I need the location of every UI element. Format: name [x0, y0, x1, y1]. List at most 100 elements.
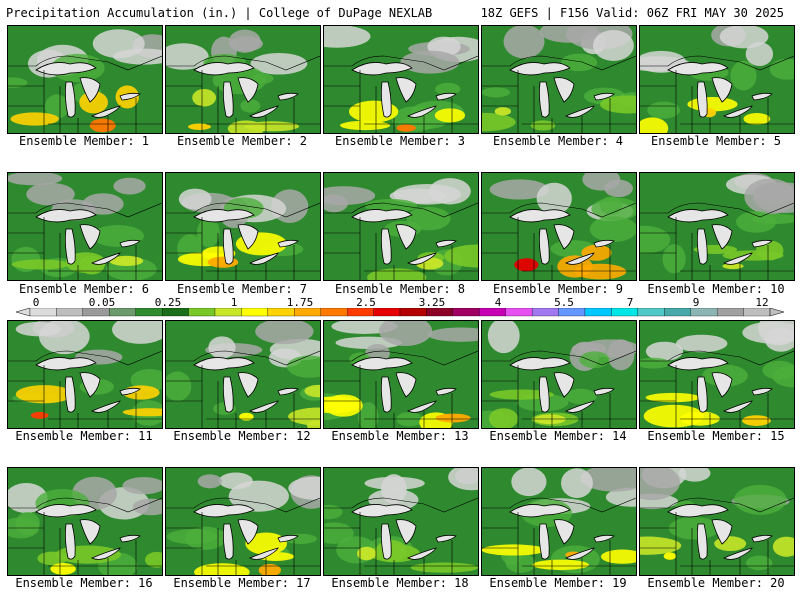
dry-area	[112, 48, 162, 65]
lake-michigan	[696, 376, 708, 413]
dry-area	[229, 36, 263, 52]
state-borders	[675, 70, 794, 133]
lake-huron	[79, 519, 101, 545]
dry-area	[580, 468, 636, 492]
ensemble-member-label: Ensemble Member: 17	[173, 576, 311, 590]
max-precip-core	[30, 411, 49, 419]
precip-map	[8, 26, 162, 133]
heavy-precip-area	[144, 551, 162, 568]
moderate-precip-area	[640, 225, 671, 254]
moderate-precip-area	[579, 351, 610, 369]
lake-erie	[249, 400, 279, 413]
moderate-precip-area	[647, 101, 680, 119]
national-border	[166, 497, 320, 513]
dry-area	[448, 468, 478, 491]
state-borders-west	[8, 232, 44, 254]
dry-area	[582, 173, 621, 191]
state-borders-west	[640, 527, 676, 549]
header: Precipitation Accumulation (in.) | Colle…	[0, 0, 800, 22]
precip-map	[166, 468, 320, 575]
precip-map	[640, 173, 794, 280]
dry-area	[8, 173, 63, 186]
lake-michigan	[64, 81, 76, 118]
dry-area	[678, 468, 711, 482]
lake-superior	[35, 504, 97, 518]
heavy-precip-area	[640, 536, 682, 555]
ensemble-map-panel	[481, 320, 637, 429]
legend-swatch	[56, 308, 84, 317]
moderate-precip-area	[762, 360, 794, 380]
lake-michigan	[538, 376, 550, 413]
lake-erie	[91, 252, 121, 265]
dry-area	[593, 30, 634, 61]
dry-area	[745, 42, 774, 66]
state-borders	[675, 217, 794, 280]
heavy-precip-area	[11, 259, 70, 270]
lake-ontario	[593, 239, 615, 248]
lake-erie	[407, 400, 437, 413]
max-precip-core	[396, 124, 416, 132]
lake-superior	[351, 62, 413, 76]
precip-map	[8, 468, 162, 575]
moderate-precip-area	[591, 197, 636, 221]
lake-erie	[723, 252, 753, 265]
heavy-precip-area	[489, 389, 554, 400]
moderate-precip-area	[589, 216, 636, 243]
lake-ontario	[593, 92, 615, 101]
ensemble-map-panel	[165, 172, 321, 281]
heavy-precip-area	[640, 117, 669, 133]
ensemble-member-label: Ensemble Member: 13	[331, 429, 469, 443]
moderate-precip-area	[357, 402, 379, 428]
lake-ontario	[435, 534, 457, 543]
state-borders-west	[8, 527, 44, 549]
moderate-precip-area	[435, 82, 461, 96]
dry-area	[487, 321, 520, 354]
state-borders-west	[8, 85, 44, 107]
national-border	[8, 55, 162, 71]
ensemble-map-panel	[165, 320, 321, 429]
state-borders-west	[324, 527, 360, 549]
lake-erie	[91, 547, 121, 560]
moderate-precip-area	[565, 388, 597, 405]
ensemble-map-panel	[481, 467, 637, 576]
precip-map	[324, 321, 478, 428]
legend-swatch	[743, 308, 771, 317]
ensemble-map-panel	[481, 25, 637, 134]
dry-area	[324, 194, 349, 213]
ensemble-member-label: Ensemble Member: 18	[331, 576, 469, 590]
precip-map	[166, 26, 320, 133]
max-precip-core	[188, 123, 211, 130]
state-borders	[517, 365, 636, 428]
lake-huron	[553, 519, 575, 545]
national-border	[640, 202, 794, 218]
legend-colorbar	[15, 308, 785, 317]
legend-right-arrow	[769, 308, 785, 317]
dry-area	[250, 52, 308, 75]
national-border	[640, 55, 794, 71]
precip-map	[166, 321, 320, 428]
precip-map	[324, 26, 478, 133]
national-border	[8, 350, 162, 366]
moderate-precip-area	[662, 244, 686, 274]
legend-swatch	[664, 308, 691, 317]
legend-swatch	[267, 308, 295, 317]
lake-ontario	[119, 239, 141, 248]
lake-michigan	[538, 523, 550, 560]
state-borders-west	[482, 380, 518, 402]
state-borders-west	[166, 380, 202, 402]
legend-swatch	[611, 308, 639, 317]
dry-area	[503, 26, 545, 59]
ensemble-member-label: Ensemble Member: 16	[15, 576, 153, 590]
legend-left-arrow	[15, 308, 31, 317]
ensemble-member-label: Ensemble Member: 15	[647, 429, 785, 443]
dry-area	[178, 188, 212, 210]
max-precip-core	[258, 563, 281, 575]
max-precip-core	[742, 415, 771, 426]
lake-michigan	[538, 81, 550, 118]
max-precip-core	[207, 256, 239, 268]
legend-tick-label: 3.25	[418, 296, 446, 309]
lake-superior	[193, 357, 255, 371]
dry-area	[197, 474, 222, 489]
legend-swatch	[452, 308, 480, 317]
national-border	[166, 202, 320, 218]
